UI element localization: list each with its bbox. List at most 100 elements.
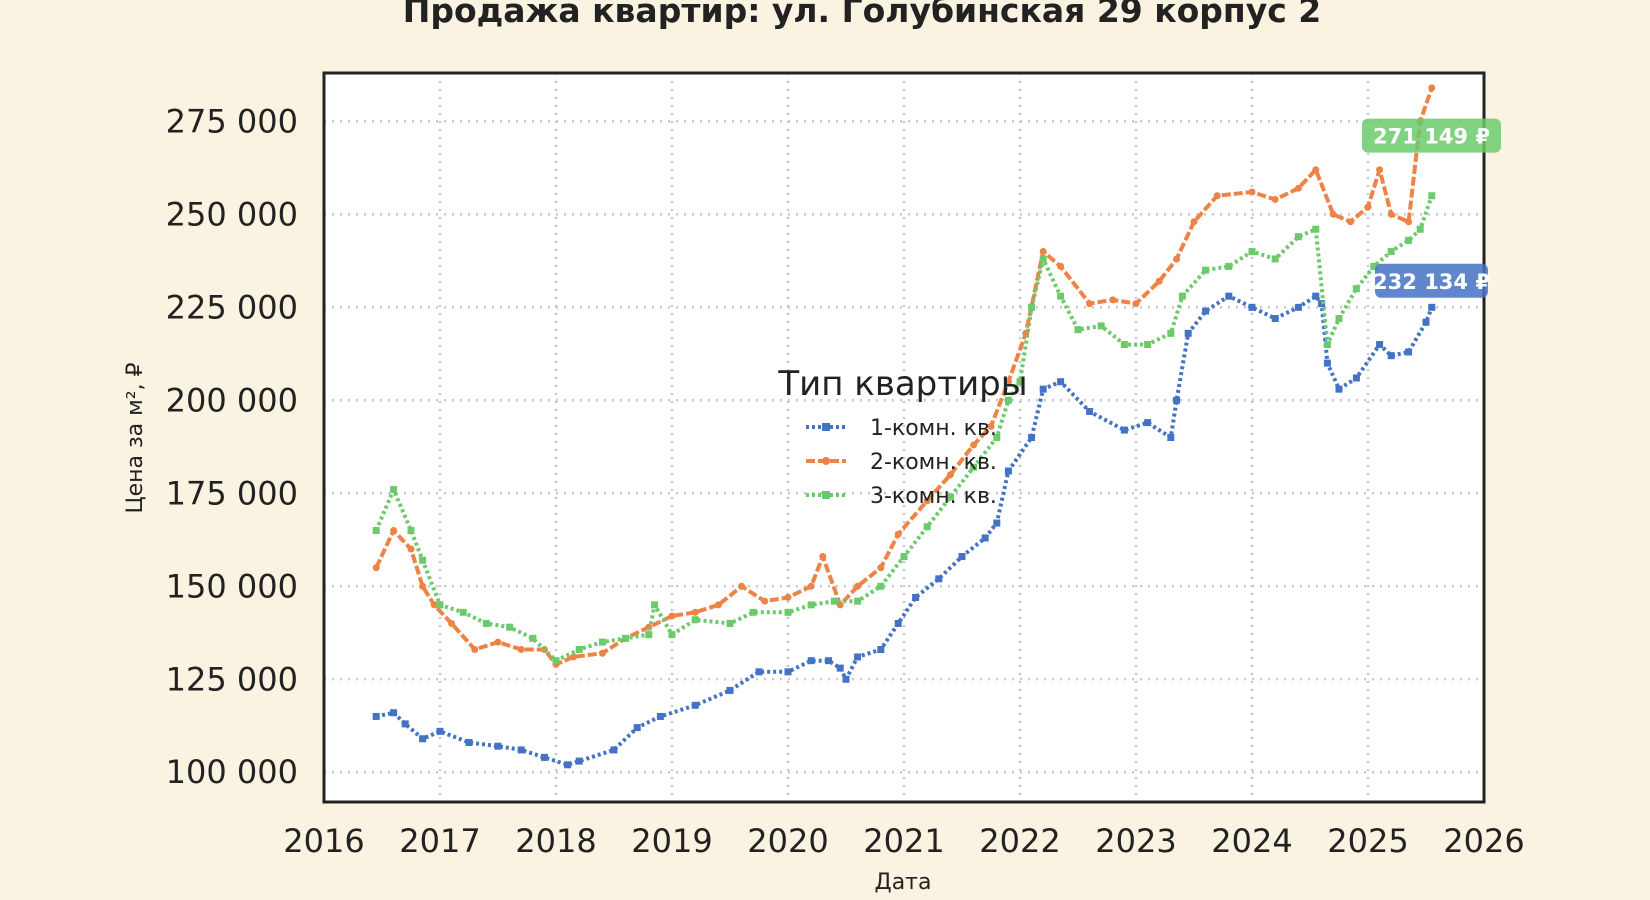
data-point (825, 657, 833, 665)
data-point (1132, 300, 1140, 308)
data-point (877, 582, 885, 590)
chart-title: Продажа квартир: ул. Голубинская 29 корп… (403, 0, 1322, 30)
data-point (749, 608, 757, 616)
legend-item: 3-комн. кв. (806, 484, 997, 509)
data-point (1016, 378, 1024, 386)
data-point (1428, 84, 1436, 92)
data-point (854, 582, 862, 590)
data-point (1271, 314, 1279, 322)
data-point (1352, 374, 1360, 382)
data-point (755, 668, 763, 676)
data-point (517, 646, 525, 654)
data-point (401, 720, 409, 728)
data-point (390, 526, 398, 534)
data-point (1120, 426, 1128, 434)
data-point (691, 701, 699, 709)
data-point (1271, 255, 1279, 263)
data-point (656, 712, 664, 720)
data-point (1405, 236, 1413, 244)
x-tick-label: 2024 (1211, 822, 1292, 860)
data-point (946, 493, 954, 501)
data-point (1387, 248, 1395, 256)
data-point (987, 422, 995, 430)
data-point (894, 619, 902, 627)
data-point (407, 545, 415, 553)
data-point (1294, 233, 1302, 241)
data-point (981, 534, 989, 542)
badge-text: 271 149 ₽ (1373, 125, 1490, 149)
data-point (946, 471, 954, 479)
data-point (993, 519, 1001, 527)
data-point (1405, 218, 1413, 226)
y-tick-label: 275 000 (166, 102, 298, 140)
end-value-badge: 271 149 ₽ (1362, 118, 1501, 153)
x-axis-label: Дата (875, 870, 932, 895)
data-point (1028, 303, 1036, 311)
data-point (1387, 352, 1395, 360)
data-point (1057, 262, 1065, 270)
x-tick-label: 2025 (1327, 822, 1408, 860)
data-point (407, 526, 415, 534)
data-point (436, 601, 444, 609)
series-line (374, 87, 1434, 667)
legend-label: 2-комн. кв. (870, 450, 997, 475)
data-point (622, 634, 630, 642)
y-axis-label: Цена за м², ₽ (123, 362, 148, 513)
data-point (726, 686, 734, 694)
data-point (1028, 434, 1036, 441)
data-point (1202, 307, 1210, 315)
data-point (1057, 292, 1065, 300)
x-tick-label: 2023 (1095, 822, 1176, 860)
legend-title: Тип квартиры (777, 364, 1027, 404)
badge-background (1362, 118, 1501, 153)
data-point (854, 653, 862, 661)
data-point (691, 616, 699, 624)
plot-frame (322, 71, 1486, 804)
data-point (1428, 192, 1436, 200)
data-point (1370, 262, 1378, 270)
data-point (1352, 285, 1360, 293)
data-point (1004, 396, 1012, 404)
x-tick-label: 2018 (515, 822, 596, 860)
data-point (645, 631, 653, 639)
data-point (1097, 322, 1105, 330)
y-tick-label: 250 000 (166, 195, 298, 233)
data-point (372, 564, 380, 572)
data-point (900, 553, 908, 561)
data-point (1144, 419, 1152, 427)
x-tick-label: 2022 (979, 822, 1060, 860)
data-point (1329, 210, 1337, 218)
data-point (1173, 396, 1181, 404)
data-point (1387, 210, 1395, 218)
data-point (738, 582, 746, 590)
data-point (1405, 348, 1413, 356)
data-point (970, 441, 978, 449)
data-point (1364, 203, 1372, 211)
data-point (923, 523, 931, 531)
data-point (552, 657, 560, 665)
data-point (419, 556, 427, 564)
data-point (1086, 407, 1094, 415)
data-point (784, 593, 792, 601)
data-point (1184, 329, 1192, 337)
data-point (726, 619, 734, 627)
data-point (1248, 248, 1256, 256)
data-point (784, 668, 792, 676)
data-point (372, 712, 380, 720)
data-point (1248, 188, 1256, 196)
data-point (1312, 225, 1320, 233)
legend-item: 2-комн. кв. (806, 450, 997, 475)
data-point (436, 727, 444, 735)
data-point (912, 593, 920, 601)
data-point (1416, 225, 1424, 233)
data-point (610, 746, 618, 754)
data-point (668, 631, 676, 639)
badge-background (1375, 263, 1488, 298)
data-point (1039, 248, 1047, 256)
y-tick-label: 225 000 (166, 288, 298, 326)
x-tick-label: 2021 (863, 822, 944, 860)
data-point (633, 724, 641, 732)
data-point (598, 638, 606, 646)
y-tick-label: 150 000 (166, 567, 298, 605)
data-point (1086, 300, 1094, 308)
